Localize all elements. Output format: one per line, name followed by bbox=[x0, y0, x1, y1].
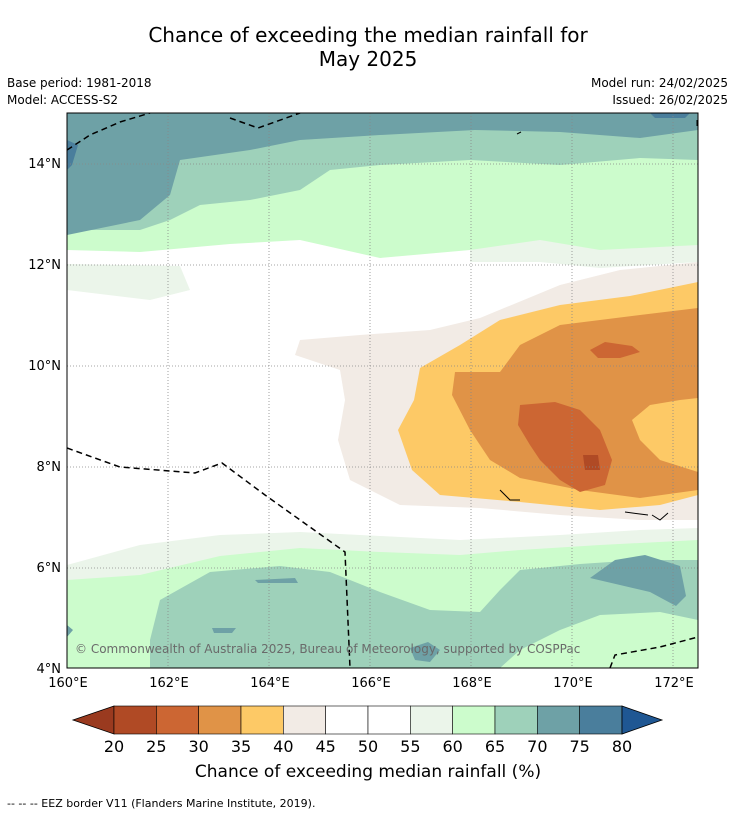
colorbar-tick-label: 25 bbox=[146, 737, 166, 756]
contour-70-south-small2 bbox=[212, 628, 236, 633]
colorbar-swatch bbox=[156, 705, 199, 735]
colorbar-tick-label: 45 bbox=[315, 737, 335, 756]
y-tick-label: 4°N bbox=[37, 662, 62, 677]
map-plot-area: © Commonwealth of Australia 2025, Bureau… bbox=[67, 113, 698, 668]
plot-frame bbox=[66, 112, 699, 669]
y-tick-label: 6°N bbox=[37, 561, 62, 576]
colorbar-tick-label: 75 bbox=[569, 737, 589, 756]
y-tick-label: 8°N bbox=[37, 460, 62, 475]
issued-date: Issued: 26/02/2025 bbox=[612, 93, 728, 107]
model-run-date: Model run: 24/02/2025 bbox=[590, 76, 728, 90]
colorbar-tick-label: 50 bbox=[358, 737, 378, 756]
colorbar-swatch bbox=[452, 705, 496, 735]
contour-70-north bbox=[67, 113, 698, 235]
colorbar-tick-label: 20 bbox=[104, 737, 124, 756]
colorbar-swatch bbox=[367, 705, 411, 735]
x-tick-label: 166°E bbox=[351, 676, 391, 691]
x-tick-label: 162°E bbox=[149, 676, 189, 691]
map-title-line1: Chance of exceeding the median rainfall … bbox=[148, 23, 588, 47]
colorbar-labels: 20 25 30 35 40 45 50 55 60 65 70 75 80 bbox=[104, 737, 632, 756]
contour-30-center bbox=[452, 308, 698, 498]
colorbar-swatch bbox=[325, 705, 369, 735]
gridlines bbox=[67, 113, 698, 668]
y-tick-label: 12°N bbox=[28, 258, 61, 273]
colorbar-swatch bbox=[494, 705, 538, 735]
x-tick-label: 164°E bbox=[250, 676, 290, 691]
contour-70-west-edge bbox=[67, 625, 73, 637]
contour-65-south bbox=[150, 560, 698, 668]
colorbar-swatch bbox=[537, 705, 580, 735]
colorbar-tick-label: 40 bbox=[273, 737, 293, 756]
islands bbox=[499, 120, 698, 521]
colorbar-tick-label: 60 bbox=[442, 737, 462, 756]
eez-footnote: -- -- -- EEZ border V11 (Flanders Marine… bbox=[7, 797, 316, 810]
x-tick-label: 172°E bbox=[654, 676, 694, 691]
colorbar-swatch bbox=[283, 705, 326, 735]
contour-70-south-small bbox=[255, 578, 298, 583]
y-tick-label: 14°N bbox=[28, 157, 61, 172]
colorbar-tick-label: 80 bbox=[612, 737, 632, 756]
rainfall-map: © Commonwealth of Australia 2025, Bureau… bbox=[28, 112, 699, 756]
colorbar-tick-label: 70 bbox=[527, 737, 547, 756]
contour-25-north-spot bbox=[590, 342, 640, 358]
contour-55-north bbox=[470, 240, 698, 268]
x-tick-label: 168°E bbox=[452, 676, 492, 691]
colorbar-swatch bbox=[198, 705, 242, 735]
contour-35-small bbox=[448, 470, 476, 496]
colorbar-extend-low bbox=[71, 705, 115, 735]
colorbar-swatch bbox=[113, 705, 157, 735]
eez-border bbox=[67, 113, 698, 668]
contour-70-south-spot bbox=[410, 642, 440, 662]
contour-75-north-right bbox=[650, 113, 690, 118]
colorbar-tick-label: 55 bbox=[400, 737, 420, 756]
colorbar-tick-label: 30 bbox=[188, 737, 208, 756]
colorbar-title: Chance of exceeding median rainfall (%) bbox=[194, 762, 542, 782]
contour-20-spot bbox=[583, 455, 600, 470]
base-period: Base period: 1981-2018 bbox=[7, 76, 152, 90]
model-name: Model: ACCESS-S2 bbox=[7, 93, 119, 107]
colorbar bbox=[71, 705, 664, 735]
map-title-line2: May 2025 bbox=[318, 47, 418, 71]
copyright-watermark: © Commonwealth of Australia 2025, Bureau… bbox=[75, 642, 580, 656]
colorbar-swatch bbox=[579, 705, 623, 735]
colorbar-swatch bbox=[240, 705, 284, 735]
contour-55-left bbox=[67, 264, 190, 300]
x-tick-labels: 160°E 162°E 164°E 166°E 168°E 170°E 172°… bbox=[48, 676, 694, 691]
x-tick-label: 170°E bbox=[553, 676, 593, 691]
colorbar-tick-label: 65 bbox=[485, 737, 505, 756]
colorbar-extend-high bbox=[621, 705, 664, 735]
y-tick-labels: 14°N 12°N 10°N 8°N 6°N 4°N bbox=[28, 157, 61, 677]
colorbar-swatch bbox=[410, 705, 453, 735]
x-tick-label: 160°E bbox=[48, 676, 88, 691]
y-tick-label: 10°N bbox=[28, 359, 61, 374]
colorbar-tick-label: 35 bbox=[231, 737, 251, 756]
